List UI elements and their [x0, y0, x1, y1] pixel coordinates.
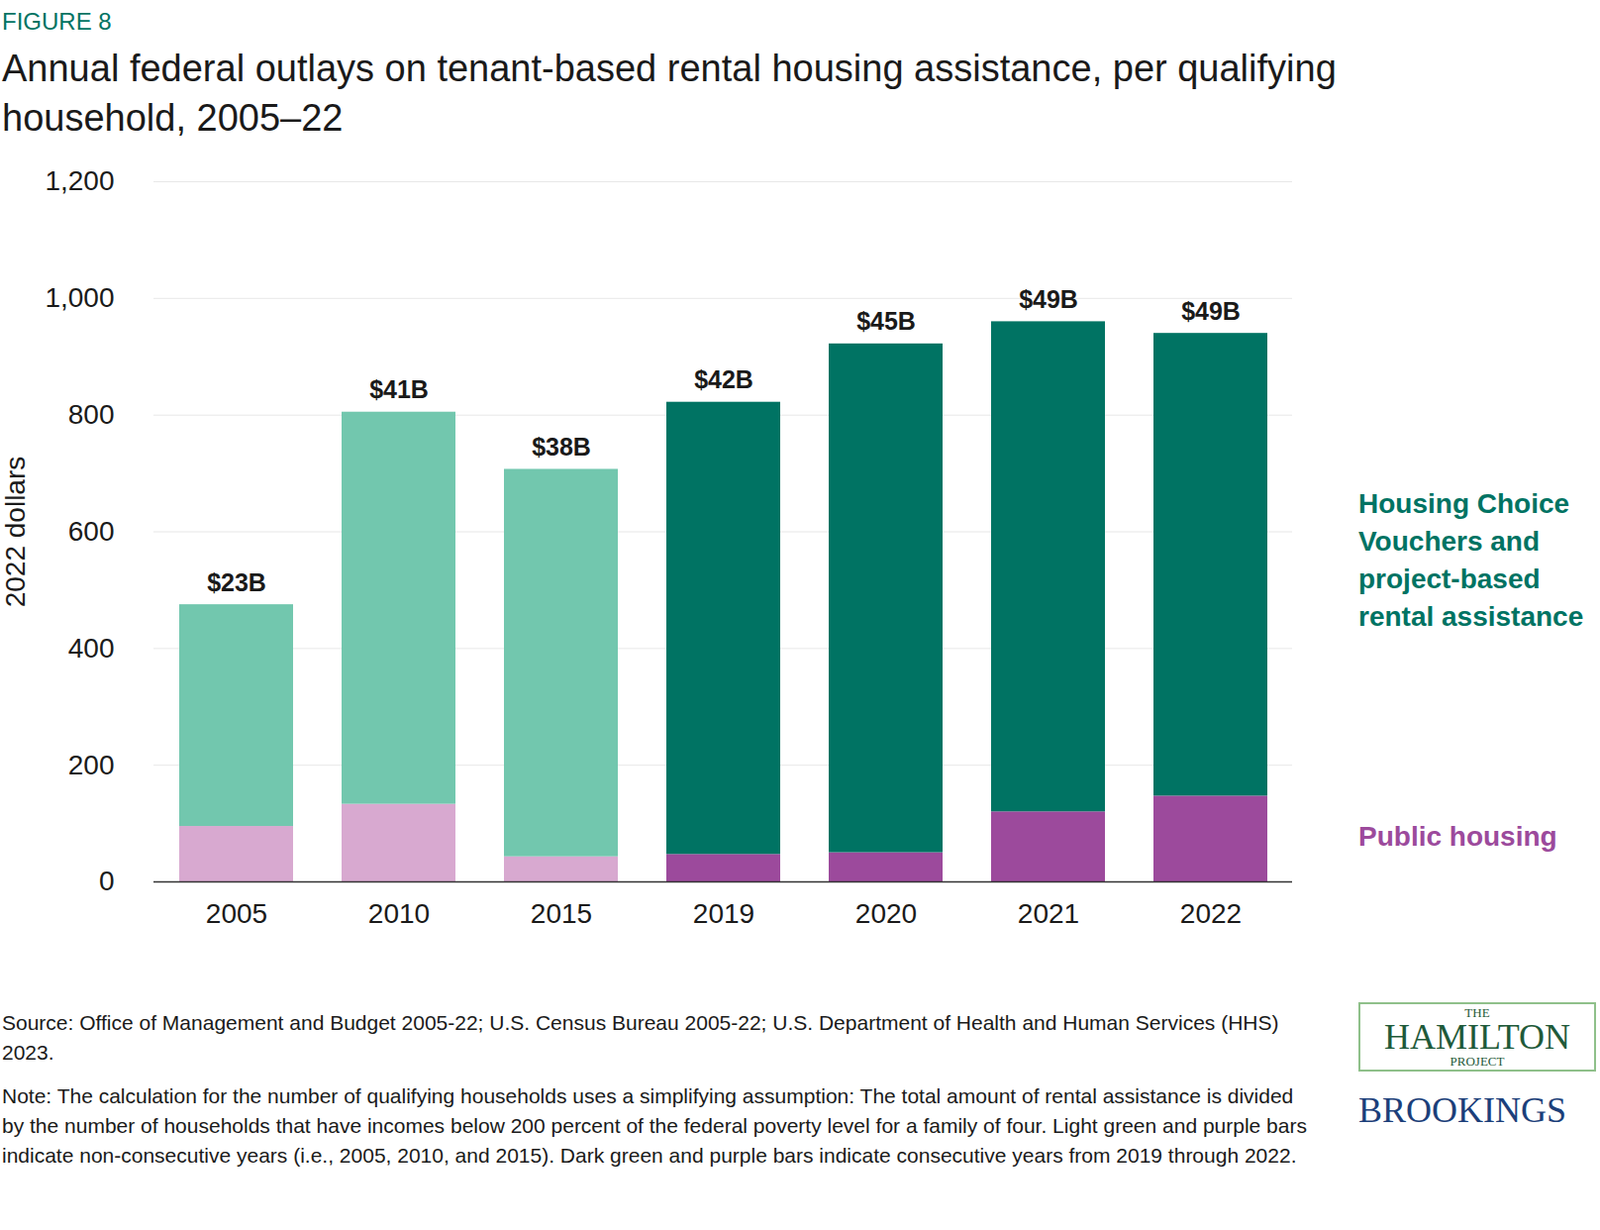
svg-text:$38B: $38B [531, 432, 592, 461]
html-text:FIGURE 8: FIGURE 8 [1, 7, 112, 35]
svg-text:2020: 2020 [855, 898, 917, 929]
html-text:PROJECT: PROJECT [1450, 1053, 1505, 1069]
svg-text:$49B: $49B [1018, 285, 1079, 313]
html-text:Housing Choice Vouchers and pr: Housing Choice Vouchers and project-base… [1358, 488, 1584, 632]
html-text:HAMILTON: HAMILTON [1384, 1016, 1571, 1057]
html-text:THE: THE [1464, 1004, 1490, 1020]
svg-text:$41B: $41B [369, 375, 429, 403]
html-text:BROOKINGS: BROOKINGS [1358, 1090, 1567, 1130]
svg-text:$23B: $23B [206, 568, 267, 597]
svg-text:1,200: 1,200 [44, 165, 114, 197]
svg-text:2015: 2015 [530, 898, 593, 929]
svg-text:2022 dollars: 2022 dollars [0, 456, 31, 608]
svg-text:2021: 2021 [1017, 898, 1080, 929]
svg-text:800: 800 [68, 399, 115, 430]
svg-text:2019: 2019 [693, 898, 755, 929]
svg-text:$49B: $49B [1181, 297, 1241, 325]
html-text:Note: The calculation for the: Note: The calculation for the number of … [1, 1084, 1307, 1167]
svg-text:2022: 2022 [1180, 898, 1242, 929]
html-text:Public housing: Public housing [1358, 820, 1558, 852]
html-text:Source: Office of Management a: Source: Office of Management and Budget … [1, 1010, 1279, 1064]
svg-text:0: 0 [99, 865, 115, 897]
svg-text:1,000: 1,000 [44, 282, 114, 313]
svg-text:2005: 2005 [205, 898, 268, 929]
html-text:Annual federal outlays on tena: Annual federal outlays on tenant-based r… [1, 47, 1337, 139]
svg-text:200: 200 [68, 749, 115, 781]
svg-text:600: 600 [68, 515, 115, 547]
svg-text:2010: 2010 [368, 898, 430, 929]
svg-text:$42B: $42B [694, 365, 754, 394]
svg-text:$45B: $45B [856, 306, 916, 335]
svg-text:400: 400 [68, 632, 115, 664]
